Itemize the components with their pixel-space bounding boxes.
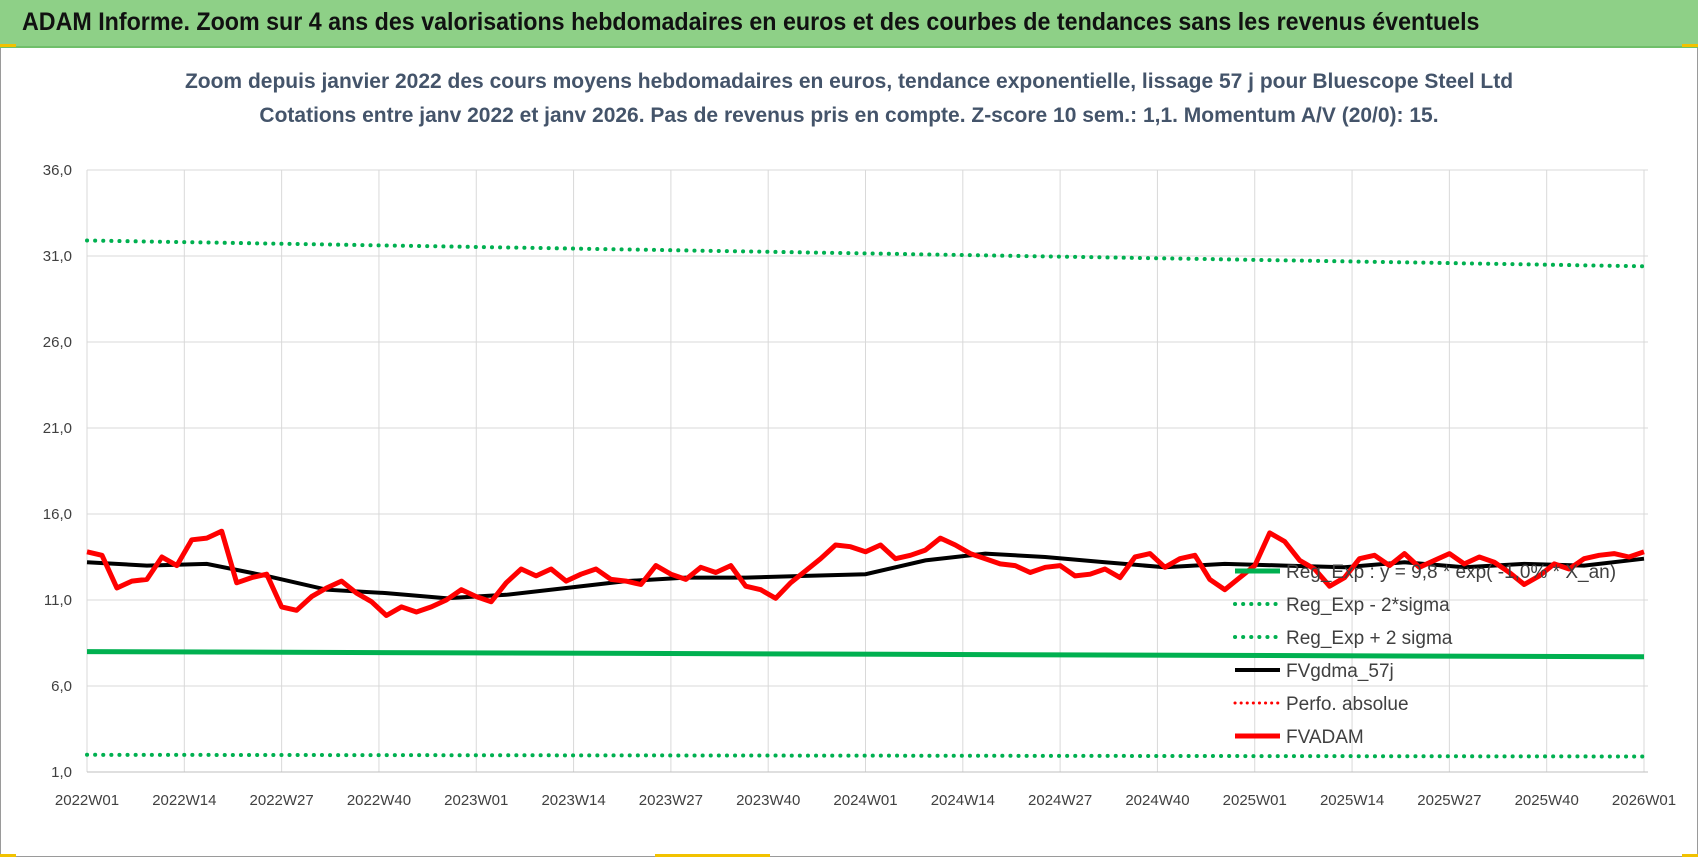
x-tick-label: 2023W27 xyxy=(639,792,703,809)
x-tick-label: 2024W40 xyxy=(1125,792,1189,809)
x-tick-label: 2022W14 xyxy=(152,792,216,809)
x-tick-label: 2024W27 xyxy=(1028,792,1092,809)
x-tick-label: 2023W40 xyxy=(736,792,800,809)
x-tick-label: 2024W14 xyxy=(931,792,995,809)
legend-perfo-absolue-label: Perfo. absolue xyxy=(1286,694,1409,715)
banner-title: ADAM Informe. Zoom sur 4 ans des valoris… xyxy=(22,8,1480,36)
corner-accent-top-left xyxy=(0,44,16,47)
y-tick-label: 21,0 xyxy=(43,420,72,437)
reg-exp-line xyxy=(86,649,1645,660)
x-tick-label: 2022W01 xyxy=(55,792,119,809)
corner-accent-bottom-left xyxy=(0,854,16,857)
x-tick-label: 2023W01 xyxy=(444,792,508,809)
y-tick-label: 1,0 xyxy=(51,764,72,781)
x-tick-label: 2025W40 xyxy=(1515,792,1579,809)
chart-subtitle: Cotations entre janv 2022 et janv 2026. … xyxy=(259,104,1439,127)
reg-exp-minus-2sigma-line xyxy=(85,752,1646,759)
x-tick-label: 2024W01 xyxy=(833,792,897,809)
x-tick-label: 2025W27 xyxy=(1417,792,1481,809)
y-tick-label: 31,0 xyxy=(43,248,72,265)
corner-accent-top-right xyxy=(1682,44,1698,47)
x-tick-label: 2025W14 xyxy=(1320,792,1384,809)
y-tick-label: 6,0 xyxy=(51,678,72,695)
legend-reg-exp-minus-2sigma-label: Reg_Exp - 2*sigma xyxy=(1286,595,1450,616)
y-tick-label: 26,0 xyxy=(43,334,72,351)
y-tick-label: 11,0 xyxy=(44,592,72,609)
fvadam-line xyxy=(86,528,1645,618)
chart-title: Zoom depuis janvier 2022 des cours moyen… xyxy=(184,70,1514,93)
x-tick-label: 2026W01 xyxy=(1612,792,1676,809)
x-tick-label: 2022W27 xyxy=(250,792,314,809)
header-banner: ADAM Informe. Zoom sur 4 ans des valoris… xyxy=(0,0,1698,48)
x-tick-label: 2025W01 xyxy=(1223,792,1287,809)
bottom-accent-mark xyxy=(655,854,770,857)
legend-reg-exp-plus-2sigma-label: Reg_Exp + 2 sigma xyxy=(1286,628,1453,649)
x-tick-label: 2022W40 xyxy=(347,792,411,809)
legend-fvadam-label: FVADAM xyxy=(1286,727,1364,748)
y-tick-label: 36,0 xyxy=(43,162,72,179)
legend-fvgdma-57j-label: FVgdma_57j xyxy=(1286,661,1394,682)
x-tick-label: 2023W14 xyxy=(541,792,605,809)
y-tick-label: 16,0 xyxy=(43,506,72,523)
legend-reg-exp-label: Reg_Exp : y = 9,8 * exp( -1,0% * X_an) xyxy=(1286,562,1616,583)
corner-accent-bottom-right xyxy=(1682,854,1698,857)
reg-exp-plus-2sigma-line xyxy=(85,238,1646,269)
